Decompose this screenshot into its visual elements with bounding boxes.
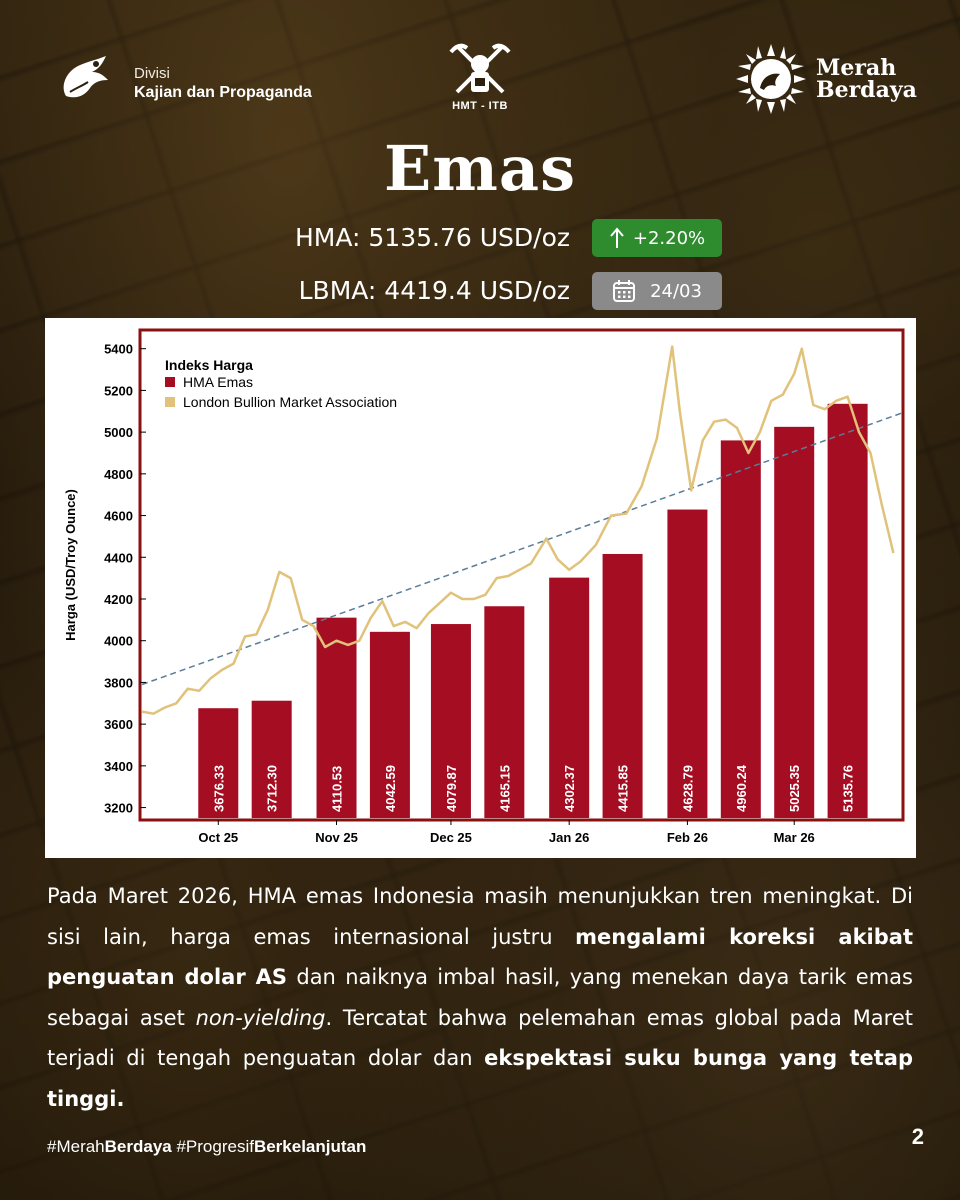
- y-tick-label: 3600: [104, 717, 133, 732]
- hashtag-1a: #Merah: [47, 1137, 105, 1156]
- y-tick-label: 4800: [104, 467, 133, 482]
- bar-hma-emas: [198, 708, 239, 818]
- crossed-pickaxe-icon: [449, 43, 511, 94]
- bar-value-label: 5025.35: [787, 765, 802, 812]
- legend-label-hma: HMA Emas: [183, 374, 253, 390]
- price-chart: 3676.33 3712.30 4110.53 4042.59 4079.87 4165.…: [63, 328, 905, 845]
- bar-hma-emas: [251, 700, 292, 818]
- bar-value-label: 4628.79: [680, 765, 695, 812]
- arrow-up-icon: [610, 227, 624, 248]
- division-name: Kajian dan Propaganda: [134, 84, 312, 101]
- lbma-series-line: [141, 345, 895, 715]
- brand-line-1: Merah: [816, 55, 897, 81]
- x-tick-label: Feb 26: [667, 830, 708, 845]
- division-logo: [63, 56, 108, 98]
- body-bold-1: mengalami koreksi akibat penguatan dolar…: [47, 924, 913, 990]
- calendar-icon: [613, 280, 636, 302]
- date-value: 24/03: [650, 280, 702, 302]
- hashtags: #MerahBerdaya #ProgresifBerkelanjutan: [47, 1137, 366, 1157]
- chart-legend: Indeks Harga HMA Emas London Bullion Mar…: [165, 357, 397, 410]
- bar-hma-emas: [602, 553, 643, 818]
- bar-value-label: 3712.30: [265, 765, 280, 812]
- legend-swatch-hma: [165, 377, 175, 387]
- brand-name: Merah Berdaya: [816, 57, 917, 101]
- y-tick-label: 4000: [104, 634, 133, 649]
- bar-hma-emas: [484, 606, 525, 818]
- hmt-itb-logo: HMT - ITB: [446, 42, 514, 116]
- hma-change-value: +2.20%: [632, 227, 706, 249]
- bar-hma-emas: [827, 403, 868, 818]
- y-tick-label: 3200: [104, 801, 133, 816]
- lbma-stat-row: LBMA: 4419.4 USD/oz 24/03: [0, 272, 960, 312]
- bar-value-label: 4165.15: [497, 765, 512, 812]
- bar-value-label: 4302.37: [562, 765, 577, 812]
- hashtag-2a: #Progresif: [171, 1137, 254, 1156]
- bar-value-label: 4110.53: [330, 766, 345, 812]
- division-label: Divisi: [134, 65, 170, 82]
- bar-hma-emas: [430, 624, 471, 818]
- page-number: 2: [911, 1124, 924, 1149]
- bar-hma-emas: [549, 577, 590, 818]
- y-tick-label: 5400: [104, 342, 133, 357]
- y-tick-label: 4200: [104, 592, 133, 607]
- body-text-2: dan naiknya imbal hasil, yang menekan da…: [47, 965, 913, 1030]
- lbma-price: LBMA: 4419.4 USD/oz: [298, 276, 570, 305]
- bar-hma-emas: [774, 426, 815, 818]
- body-text-1: Pada Maret 2026, HMA emas Indonesia masi…: [47, 884, 913, 949]
- center-logo-text: HMT - ITB: [452, 100, 508, 112]
- y-tick-label: 5200: [104, 383, 133, 398]
- y-tick-label: 3800: [104, 675, 133, 690]
- body-paragraph: Pada Maret 2026, HMA emas Indonesia masi…: [47, 876, 913, 1119]
- bar-value-label: 4415.85: [616, 765, 631, 812]
- x-tick-label: Oct 25: [198, 830, 238, 845]
- y-tick-label: 4400: [104, 550, 133, 565]
- price-chart-card: 3676.33 3712.30 4110.53 4042.59 4079.87 4165.…: [45, 318, 916, 858]
- division-block: Divisi Kajian dan Propaganda: [134, 64, 312, 102]
- brand-logo: Merah Berdaya: [736, 44, 917, 114]
- bar-value-label: 4079.87: [444, 765, 459, 812]
- body-bold-2: ekspektasi suku bunga yang tetap tinggi.: [47, 1046, 913, 1111]
- x-tick-label: Dec 25: [430, 830, 472, 845]
- hma-price: HMA: 5135.76 USD/oz: [295, 223, 570, 252]
- hashtag-2b: Berkelanjutan: [253, 1137, 367, 1156]
- bar-hma-emas: [369, 631, 410, 818]
- y-tick-label: 5000: [104, 425, 133, 440]
- brand-line-2: Berdaya: [816, 77, 917, 103]
- trend-line: [141, 412, 902, 686]
- legend-swatch-lbma: [165, 397, 175, 407]
- bar-hma-emas: [316, 617, 357, 818]
- hma-change-badge: +2.20%: [592, 219, 722, 257]
- sun-emblem-icon: [736, 44, 806, 114]
- legend-label-lbma: London Bullion Market Association: [183, 394, 397, 410]
- date-badge: 24/03: [592, 272, 722, 310]
- x-tick-label: Mar 26: [774, 830, 815, 845]
- legend-title: Indeks Harga: [165, 357, 253, 373]
- x-tick-label: Nov 25: [315, 830, 358, 845]
- y-axis-title: Harga (USD/Troy Ounce): [63, 489, 78, 641]
- body-text-3: . Tercatat bahwa pelemahan emas global p…: [47, 1005, 913, 1071]
- y-tick-label: 4600: [104, 509, 133, 524]
- hma-stat-row: HMA: 5135.76 USD/oz +2.20%: [0, 219, 960, 259]
- hashtag-1b: Berdaya: [104, 1137, 172, 1156]
- bar-value-label: 5135.76: [841, 765, 856, 812]
- bar-value-label: 4042.59: [383, 765, 398, 812]
- body-italic-1: non-yielding: [195, 1005, 326, 1030]
- bar-hma-emas: [667, 509, 708, 818]
- page-title: Emas: [384, 132, 576, 205]
- bar-hma-emas: [720, 440, 761, 818]
- bar-value-label: 4960.24: [734, 764, 749, 812]
- x-tick-label: Jan 26: [549, 830, 589, 845]
- y-tick-label: 3400: [104, 759, 133, 774]
- bar-value-label: 3676.33: [211, 765, 226, 812]
